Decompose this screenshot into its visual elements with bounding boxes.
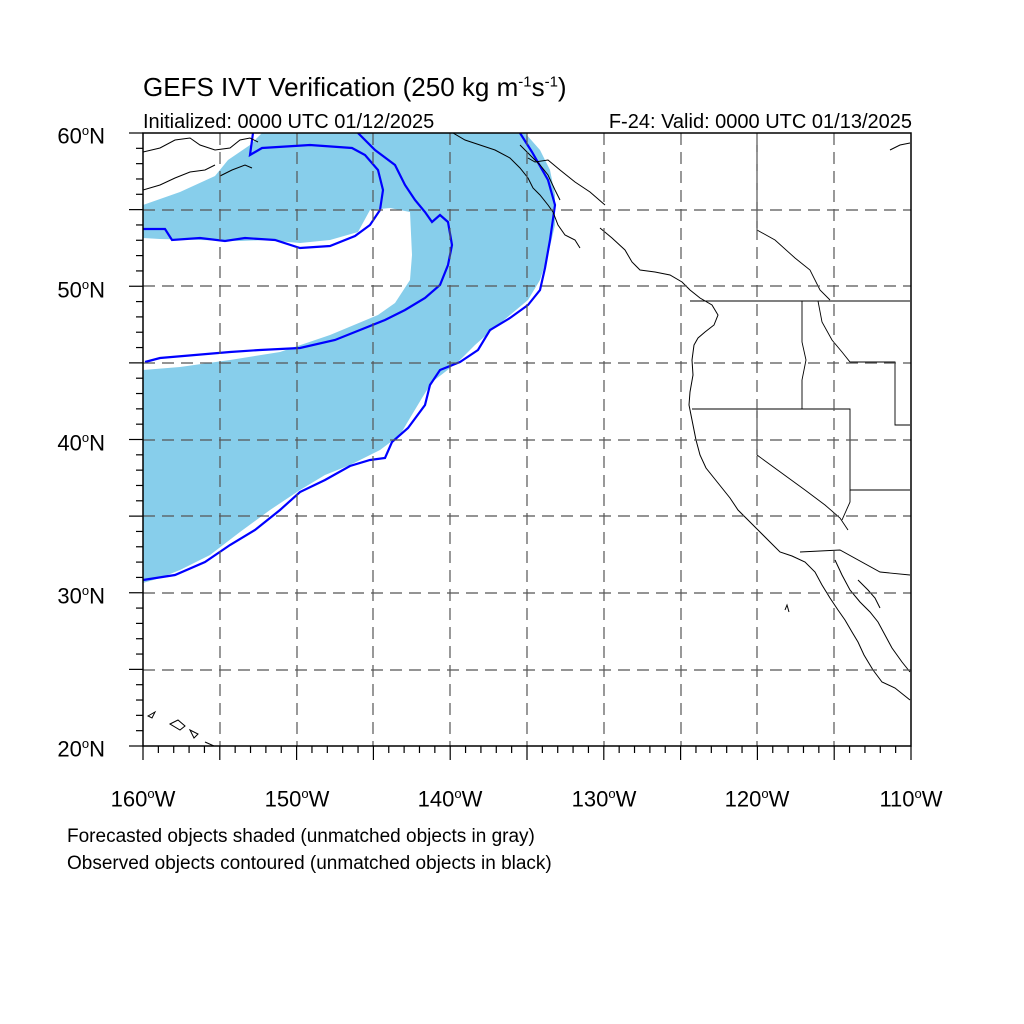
observed-contour-south bbox=[143, 133, 557, 582]
lat-label-50: 50oN bbox=[57, 277, 105, 303]
lon-label-160: 160oW bbox=[110, 786, 176, 812]
lon-label-140: 140oW bbox=[417, 786, 483, 812]
valid-time-label: F-24: Valid: 0000 UTC 01/13/2025 bbox=[608, 111, 912, 133]
lon-label-130: 130oW bbox=[571, 786, 637, 812]
axis-ticks bbox=[129, 132, 912, 760]
state-borders bbox=[690, 133, 911, 576]
forecast-note: Forecasted objects shaded (unmatched obj… bbox=[67, 826, 535, 847]
graticule bbox=[143, 133, 911, 746]
map-content bbox=[143, 133, 911, 746]
lat-label-20: 20oN bbox=[57, 736, 105, 762]
observed-contour-north bbox=[143, 133, 385, 250]
plot-title: GEFS IVT Verification (250 kg m-1s-1) bbox=[143, 72, 567, 102]
lon-label-150: 150oW bbox=[264, 786, 330, 812]
lon-label-120: 120oW bbox=[724, 786, 790, 812]
observed-note: Observed objects contoured (unmatched ob… bbox=[67, 853, 552, 874]
observed-contour-main bbox=[144, 133, 454, 364]
lon-label-110: 110oW bbox=[879, 786, 943, 812]
initialized-label: Initialized: 0000 UTC 01/12/2025 bbox=[143, 111, 435, 133]
lat-label-40: 40oN bbox=[57, 430, 105, 456]
lat-label-30: 30oN bbox=[57, 583, 105, 609]
lat-label-60: 60oN bbox=[57, 123, 105, 149]
